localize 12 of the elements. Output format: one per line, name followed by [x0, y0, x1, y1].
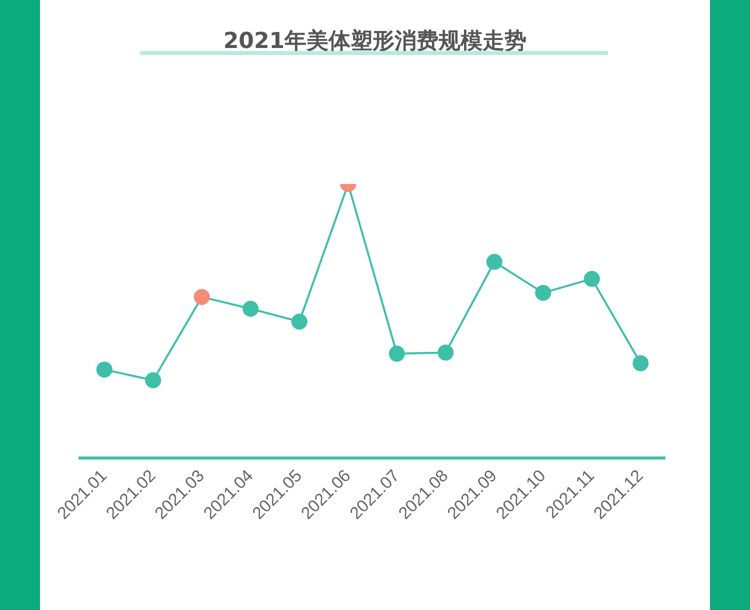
point [242, 300, 259, 317]
point [145, 372, 162, 388]
point [194, 288, 210, 305]
point [388, 346, 405, 362]
point [584, 270, 600, 287]
point [535, 284, 552, 301]
point [438, 344, 454, 361]
point [632, 355, 649, 372]
point [96, 362, 112, 378]
point [486, 254, 502, 270]
point [291, 314, 308, 330]
chart-title: 2021年美体塑形消费规模走势 [222, 28, 528, 56]
